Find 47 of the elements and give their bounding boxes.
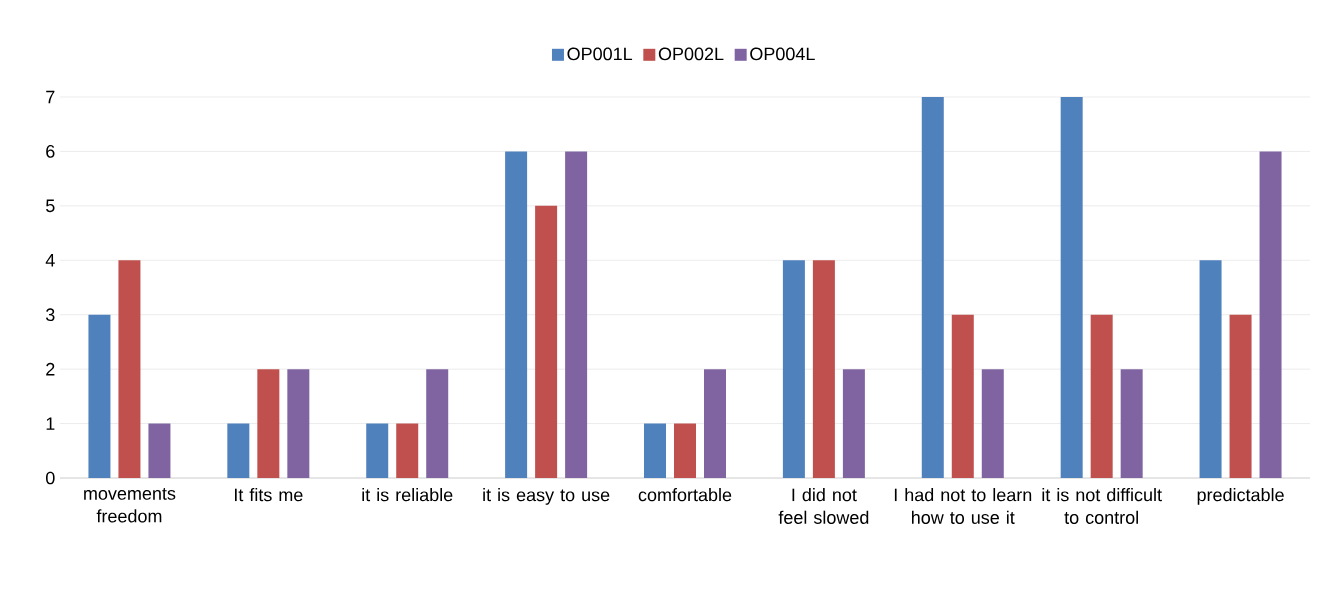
y-tick-label: 7	[46, 90, 55, 104]
bar	[1259, 151, 1282, 478]
bar	[842, 369, 865, 478]
legend-label: OP002L	[658, 47, 724, 61]
bar	[1199, 260, 1222, 478]
y-tick-label: 1	[46, 417, 55, 430]
bar	[704, 369, 726, 478]
y-tick-label: 4	[45, 254, 55, 267]
x-tick-label: it is easy to use	[483, 488, 610, 505]
bar	[396, 423, 419, 478]
bar	[812, 260, 835, 478]
bar	[535, 205, 558, 478]
bar	[148, 423, 171, 478]
bar	[782, 260, 805, 478]
bar	[426, 369, 449, 478]
y-tick-label: 0	[46, 471, 55, 485]
bar	[287, 369, 310, 478]
x-tick-label: it is reliable	[362, 488, 453, 502]
bar	[505, 151, 528, 478]
bar	[1229, 314, 1252, 478]
x-tick-label: predictable	[1197, 488, 1284, 505]
bar	[1060, 96, 1083, 478]
bar	[921, 96, 944, 478]
bar	[981, 369, 1004, 478]
y-tick-label: 3	[45, 308, 55, 322]
x-tick-label: I did not feel slowed	[778, 488, 869, 524]
bar	[644, 423, 666, 478]
bar	[951, 314, 974, 478]
x-tick-label: It fits me	[235, 488, 303, 502]
x-tick-label: comfortable	[638, 488, 732, 502]
bar	[1120, 369, 1143, 478]
bar	[674, 423, 696, 478]
bar	[118, 260, 141, 478]
bar	[366, 423, 389, 478]
y-tick-label: 6	[46, 145, 55, 158]
bar	[227, 423, 250, 478]
bar	[257, 369, 280, 478]
bar	[1090, 314, 1113, 478]
x-tick-label: I had not to learn how to use it	[894, 488, 1032, 524]
legend-label: OP004L	[750, 47, 815, 61]
bar	[88, 314, 111, 478]
legend-label: OP001L	[567, 47, 633, 61]
x-tick-label: movements freedom	[84, 488, 176, 523]
bar	[565, 151, 588, 478]
x-tick-label: it is not difficult to control	[1042, 488, 1162, 524]
y-tick-label: 2	[46, 362, 55, 376]
y-tick-label: 5	[46, 199, 55, 213]
